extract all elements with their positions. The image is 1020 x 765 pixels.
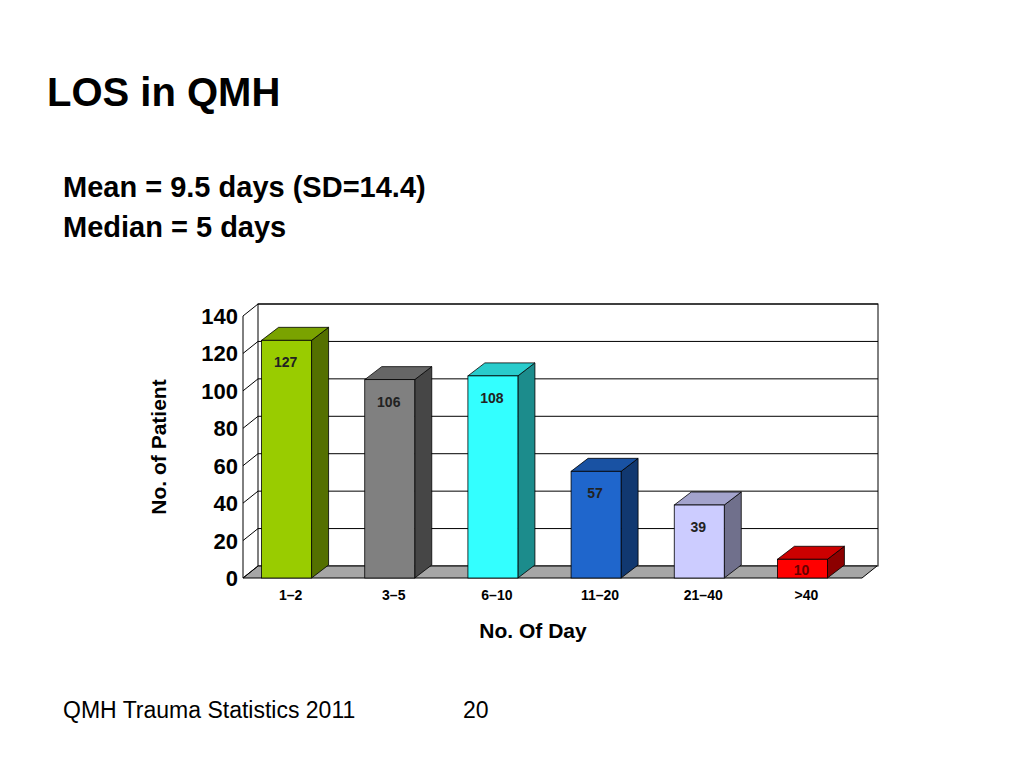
x-tick-label: 6–10 xyxy=(481,587,512,603)
y-tick-label: 40 xyxy=(214,491,238,516)
x-tick-label: 1–2 xyxy=(279,587,303,603)
bar-front xyxy=(262,340,312,578)
tick-mark xyxy=(243,491,258,503)
tick-mark xyxy=(243,341,258,353)
x-tick-label: 11–20 xyxy=(581,587,619,603)
data-label: 127 xyxy=(274,354,298,370)
grid-line xyxy=(258,378,878,379)
grid-line xyxy=(258,453,878,454)
x-axis-title: No. Of Day xyxy=(479,619,587,642)
bar-front xyxy=(571,471,621,578)
bar-top xyxy=(674,492,741,505)
grid-line xyxy=(258,304,878,305)
bar xyxy=(468,363,535,578)
bar-side xyxy=(415,367,432,578)
bar-top xyxy=(468,363,535,376)
y-tick-label: 100 xyxy=(201,379,238,404)
bar-top xyxy=(262,327,329,340)
data-label: 106 xyxy=(377,394,401,410)
subtitle: Mean = 9.5 days (SD=14.4) xyxy=(63,171,426,203)
y-axis-line xyxy=(243,316,244,578)
bar-front xyxy=(674,505,724,578)
bar xyxy=(777,546,844,578)
tick-mark xyxy=(243,304,258,316)
x-tick-label: 21–40 xyxy=(684,587,723,603)
bar-top xyxy=(571,458,638,471)
tick-mark xyxy=(243,454,258,466)
bar-front xyxy=(777,559,827,578)
plot xyxy=(243,304,878,578)
bar-front xyxy=(468,376,518,578)
tick-mark xyxy=(243,529,258,541)
bar-top xyxy=(777,546,844,559)
labels: 127 106 108 57 39 10 xyxy=(274,354,810,578)
y-tick-label: 20 xyxy=(214,529,238,554)
subtitle: Median = 5 days xyxy=(63,211,286,243)
back-wall xyxy=(258,304,878,566)
y-tick-label: 60 xyxy=(214,454,238,479)
x-tick-label: >40 xyxy=(795,587,819,603)
y-axis-title: No. of Patient xyxy=(147,379,170,514)
bar xyxy=(571,458,638,578)
slide: LOS in QMH Mean = 9.5 days (SD=14.4) Media… xyxy=(0,0,1020,765)
bar-side xyxy=(621,458,638,578)
page-number: 20 xyxy=(463,697,489,723)
bar-side xyxy=(312,327,329,578)
y-tick-label: 80 xyxy=(214,416,238,441)
x-tick-label: 3–5 xyxy=(382,587,406,603)
title: LOS in QMH xyxy=(47,70,280,114)
grid-line xyxy=(258,528,878,529)
bar-front xyxy=(365,380,415,578)
footer: QMH Trauma Statistics 2011 xyxy=(63,697,355,723)
bar xyxy=(365,367,432,578)
tick-mark xyxy=(243,416,258,428)
bars xyxy=(262,327,845,578)
y-tick-label: 120 xyxy=(201,341,238,366)
y-tick-label: 140 xyxy=(201,304,238,329)
bar-side xyxy=(518,363,535,578)
grid-line xyxy=(258,416,878,417)
grid-line xyxy=(258,341,878,342)
bar-top xyxy=(365,367,432,380)
data-label: 10 xyxy=(794,562,810,578)
y-tick-label: 0 xyxy=(226,566,238,591)
grid-line xyxy=(258,491,878,492)
bar xyxy=(674,492,741,578)
data-label: 39 xyxy=(690,519,706,535)
tick-mark xyxy=(243,379,258,391)
tick-mark xyxy=(243,566,258,578)
data-label: 108 xyxy=(480,390,504,406)
bar xyxy=(262,327,329,578)
bar-side xyxy=(724,492,741,578)
data-label: 57 xyxy=(587,485,603,501)
